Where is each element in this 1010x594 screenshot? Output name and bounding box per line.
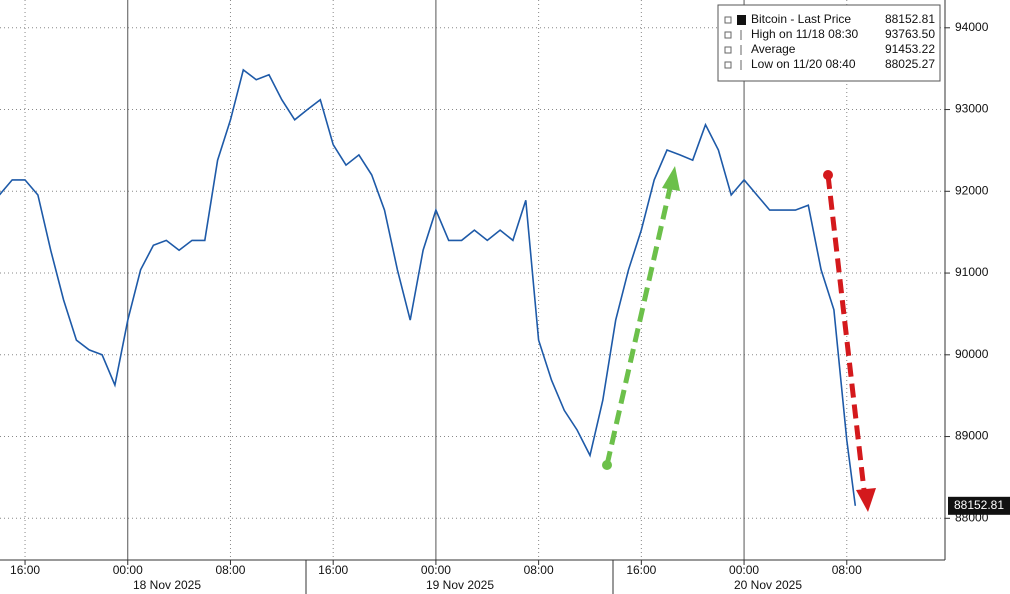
up-arrow-start xyxy=(602,460,612,470)
legend-checkbox xyxy=(724,46,732,54)
legend-value: 93763.50 xyxy=(885,27,935,41)
down-arrow-head xyxy=(856,488,876,512)
y-tick-label: 89000 xyxy=(955,429,989,443)
legend-label: Bitcoin - Last Price xyxy=(751,12,851,26)
grid xyxy=(0,0,945,560)
x-tick-label: 00:00 xyxy=(729,563,759,577)
down-arrow xyxy=(825,174,867,491)
legend-value: 91453.22 xyxy=(885,42,935,56)
legend-checkbox xyxy=(724,61,732,69)
legend-checkbox xyxy=(724,31,732,39)
legend-icon xyxy=(737,15,746,25)
x-date-label: 18 Nov 2025 xyxy=(133,578,201,592)
x-date-label: 19 Nov 2025 xyxy=(426,578,494,592)
annotation-arrows xyxy=(602,166,876,512)
price-line xyxy=(0,68,857,506)
x-tick-label: 16:00 xyxy=(626,563,656,577)
x-tick-label: 08:00 xyxy=(215,563,245,577)
legend-label: Low on 11/20 08:40 xyxy=(751,57,856,71)
plot xyxy=(0,68,857,506)
x-tick-label: 08:00 xyxy=(524,563,554,577)
legend-box xyxy=(717,4,941,82)
y-tick-label: 88000 xyxy=(955,510,989,524)
legend: Bitcoin - Last Price 88152.81 High on 11/1… xyxy=(717,4,941,82)
x-tick-label: 00:00 xyxy=(421,563,451,577)
down-arrow-start xyxy=(823,170,833,180)
y-tick-label: 93000 xyxy=(955,102,989,116)
tag-box xyxy=(948,496,1010,515)
y-tick-label: 90000 xyxy=(955,347,989,361)
legend-value: 88152.81 xyxy=(885,12,935,26)
x-tick-label: 16:00 xyxy=(318,563,348,577)
tag-label: 88152.81 xyxy=(954,498,1004,512)
x-tick-label: 00:00 xyxy=(113,563,143,577)
last-price-tag: 88152.81 xyxy=(948,496,1010,515)
y-tick-label: 94000 xyxy=(955,20,989,34)
x-tick-label: 08:00 xyxy=(832,563,862,577)
legend-value: 88025.27 xyxy=(885,57,935,71)
legend-checkbox xyxy=(724,16,732,24)
y-tick-label: 91000 xyxy=(955,265,989,279)
legend-label: High on 11/18 08:30 xyxy=(751,27,859,41)
y-tick-label: 92000 xyxy=(955,183,989,197)
x-date-label: 20 Nov 2025 xyxy=(734,578,802,592)
legend-label: Average xyxy=(751,42,796,56)
up-arrow-head xyxy=(662,166,680,191)
x-tick-label: 16:00 xyxy=(10,563,40,577)
up-arrow xyxy=(604,187,673,466)
